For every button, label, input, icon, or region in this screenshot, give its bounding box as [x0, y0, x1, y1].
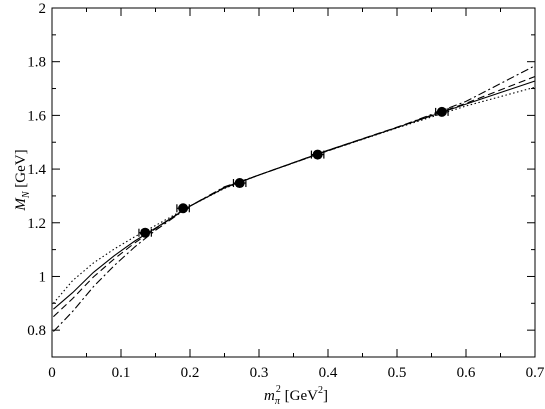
y-tick-label: 1.6	[27, 108, 46, 124]
y-tick-label: 1.4	[27, 162, 46, 178]
y-tick-label: 1.2	[27, 216, 46, 232]
x-tick-label: 0.6	[457, 365, 476, 381]
tick-labels-layer: 0 0.1 0.2 0.3 0.4 0.5 0.6 0.7 0.8 1 1.2 1.4 1.6 1.8 2	[27, 1, 545, 381]
curve-solid	[53, 80, 536, 310]
y-axis-label-sub: N	[21, 190, 32, 199]
y-tick-label: 2	[39, 1, 47, 17]
curve-dashed	[53, 75, 536, 318]
curve-dashdot	[53, 65, 536, 332]
data-point	[312, 149, 323, 160]
y-tick-label: 1	[39, 269, 47, 285]
x-tick-label: 0.3	[250, 365, 269, 381]
curves-layer	[52, 65, 536, 332]
x-tick-label: 0	[48, 365, 56, 381]
x-axis-label: mπ2 [GeV2]	[264, 384, 328, 407]
data-point	[234, 178, 245, 189]
y-axis-label-base: M	[13, 197, 29, 212]
x-tick-label: 0.4	[319, 365, 338, 381]
x-axis-label-unit-sup: 2	[318, 385, 323, 396]
data-point	[140, 227, 151, 238]
x-axis-label-base: m	[264, 388, 275, 404]
x-axis-label-sub: π	[275, 396, 281, 407]
x-tick-label: 0.2	[181, 365, 200, 381]
y-tick-label: 1.8	[27, 55, 46, 71]
x-tick-label: 0.1	[112, 365, 131, 381]
x-tick-label: 0.5	[388, 365, 407, 381]
data-point	[178, 203, 189, 214]
y-tick-label: 0.8	[27, 323, 46, 339]
points-layer	[138, 106, 449, 238]
x-axis-label-sup: 2	[276, 384, 281, 395]
y-axis-label-unit: [GeV]	[13, 149, 29, 191]
data-point	[436, 106, 447, 117]
axes-layer	[51, 7, 536, 358]
curve-dotted	[52, 86, 536, 304]
x-axis-label-unit-post: ]	[323, 388, 328, 404]
x-tick-label: 0.7	[526, 365, 545, 381]
x-axis-label-unit-pre: [GeV	[281, 388, 318, 404]
plot-frame	[51, 7, 536, 358]
y-axis-label: MN [GeV]	[13, 149, 32, 211]
